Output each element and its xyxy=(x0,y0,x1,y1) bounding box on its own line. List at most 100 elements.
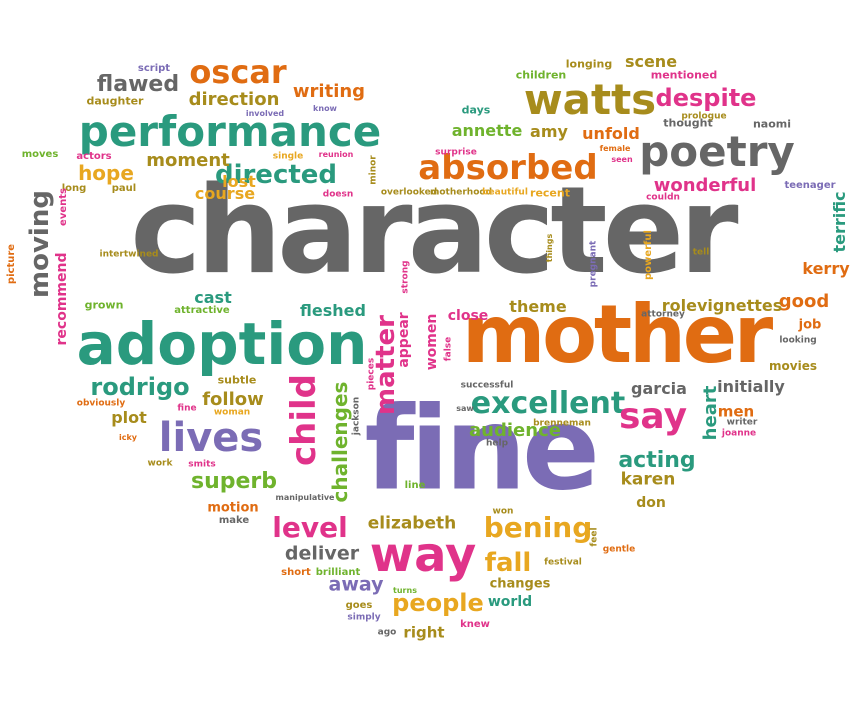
word-grown: grown xyxy=(84,298,124,312)
word-appear: appear xyxy=(396,312,412,368)
word-acting: acting xyxy=(618,448,696,473)
word-pieces: pieces xyxy=(366,357,377,391)
word-deliver: deliver xyxy=(284,542,360,565)
word-excellent: excellent xyxy=(470,386,626,421)
word-moves: moves xyxy=(21,149,59,160)
word-paul: paul xyxy=(111,183,137,194)
word-movies: movies xyxy=(769,359,817,373)
word-don: don xyxy=(636,495,666,511)
word-manipulative: manipulative xyxy=(275,493,335,502)
word-brilliant: brilliant xyxy=(315,567,361,578)
word-direction: direction xyxy=(188,89,280,110)
word-despite: despite xyxy=(655,84,757,112)
word-smits: smits xyxy=(188,459,216,470)
word-amy: amy xyxy=(530,122,568,141)
word-looking: looking xyxy=(779,335,817,346)
word-days: days xyxy=(461,103,491,117)
word-women: women xyxy=(424,313,440,371)
word-karen: karen xyxy=(620,469,676,490)
word-writer: writer xyxy=(726,417,758,428)
word-right: right xyxy=(403,623,445,642)
word-poetry: poetry xyxy=(639,127,795,176)
word-theme: theme xyxy=(509,297,567,316)
word-good: good xyxy=(778,291,830,312)
word-short: short xyxy=(281,567,311,578)
word-wonderful: wonderful xyxy=(653,175,757,196)
word-fine: fine xyxy=(364,382,601,517)
word-writing: writing xyxy=(292,81,366,102)
word-scene: scene xyxy=(624,52,678,71)
word-thought: thought xyxy=(663,116,713,130)
word-way: way xyxy=(369,527,477,583)
word-work: work xyxy=(147,458,173,469)
word-watts: watts xyxy=(523,75,657,124)
word-subtle: subtle xyxy=(217,373,257,387)
word-job: job xyxy=(798,317,822,333)
word-obviously: obviously xyxy=(76,398,126,409)
word-events: events xyxy=(58,188,69,226)
word-false: false xyxy=(443,336,454,362)
word-things: things xyxy=(545,233,554,263)
word-line: line xyxy=(404,480,426,491)
word-strong: strong xyxy=(400,260,411,294)
word-attractive: attractive xyxy=(174,305,230,316)
word-recommend: recommend xyxy=(54,252,70,346)
word-long: long xyxy=(61,183,87,194)
word-elizabeth: elizabeth xyxy=(367,513,457,534)
word-child: child xyxy=(284,373,324,467)
word-reunion: reunion xyxy=(318,150,354,159)
word-help: help xyxy=(485,438,509,449)
word-fleshed: fleshed xyxy=(300,301,366,320)
word-intertwined: intertwined xyxy=(99,249,159,260)
word-longing: longing xyxy=(565,57,613,71)
word-adoption: adoption xyxy=(76,310,368,378)
word-naomi: naomi xyxy=(752,117,792,131)
word-oscar: oscar xyxy=(189,53,287,91)
word-children: children xyxy=(515,68,567,82)
word-performance: performance xyxy=(78,107,382,156)
word-saw: saw xyxy=(456,404,474,413)
word-bening: bening xyxy=(483,511,593,544)
word-icky: icky xyxy=(118,433,138,442)
word-motion: motion xyxy=(207,500,259,516)
word-script: script xyxy=(137,63,171,74)
word-unfold: unfold xyxy=(582,124,640,143)
word-close: close xyxy=(447,308,489,324)
word-initially: initially xyxy=(717,377,785,396)
word-lost: lost xyxy=(222,172,256,191)
word-flawed: flawed xyxy=(96,72,180,97)
word-hope: hope xyxy=(78,161,134,185)
word-won: won xyxy=(492,506,514,517)
word-changes: changes xyxy=(489,576,551,592)
word-involved: involved xyxy=(245,109,285,118)
word-beautiful: beautiful xyxy=(482,187,528,198)
word-rolevignettes: rolevignettes xyxy=(661,296,783,315)
word-challenges: challenges xyxy=(328,381,352,503)
word-people: people xyxy=(392,589,484,617)
word-minor: minor xyxy=(368,155,379,185)
word-directed: directed xyxy=(214,160,338,190)
word-superb: superb xyxy=(190,469,278,494)
word-powerful: powerful xyxy=(643,230,654,280)
word-prologue: prologue xyxy=(681,111,727,122)
word-fine: fine xyxy=(177,403,197,414)
word-turns: turns xyxy=(393,586,417,595)
word-tell: tell xyxy=(692,247,710,258)
word-single: single xyxy=(272,151,304,162)
word-surprise: surprise xyxy=(435,147,477,158)
word-festival: festival xyxy=(544,557,582,568)
word-make: make xyxy=(218,515,250,526)
word-cast: cast xyxy=(194,288,232,307)
word-moving: moving xyxy=(25,190,55,298)
word-plot: plot xyxy=(111,408,147,427)
word-seen: seen xyxy=(611,155,633,164)
word-gentle: gentle xyxy=(602,544,636,555)
word-successful: successful xyxy=(460,380,514,391)
word-moment: moment xyxy=(146,150,230,171)
word-annette: annette xyxy=(451,121,523,140)
word-audience: audience xyxy=(469,420,561,441)
word-couldn: couldn xyxy=(646,192,680,203)
word-rodrigo: rodrigo xyxy=(90,373,190,401)
word-knew: knew xyxy=(460,619,490,630)
